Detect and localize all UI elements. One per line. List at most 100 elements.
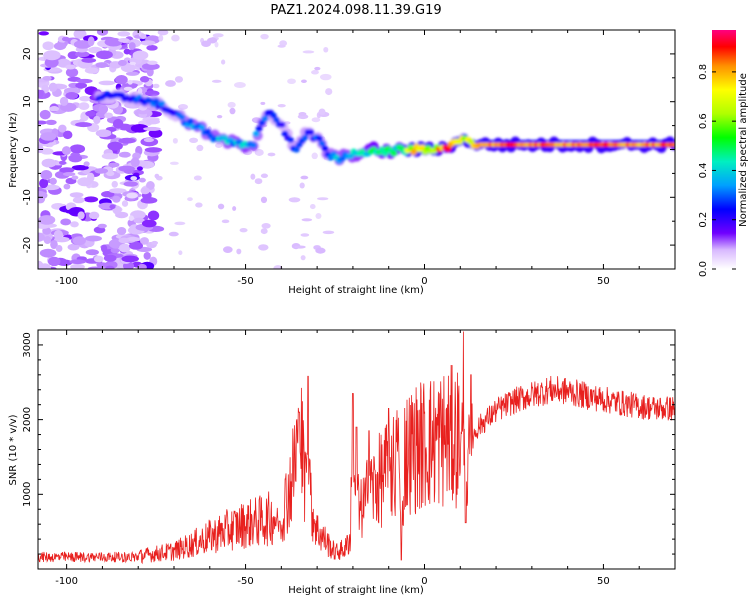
spectrogram-ridge-cell (347, 153, 355, 160)
spectrogram-sideband (628, 139, 637, 142)
spectrogram-sideband (513, 139, 522, 142)
spectrogram-noise-blob (88, 211, 100, 220)
spectrogram-ridge-cell (278, 121, 286, 128)
spectrogram-noise-blob (86, 172, 95, 183)
spectrogram-ridge-cell (272, 116, 280, 123)
spectrogram-noise-blob (325, 88, 333, 96)
spectrogram-noise-blob (96, 262, 108, 268)
spectrogram-noise-blob (76, 78, 93, 84)
spectrogram-noise-blob (123, 181, 139, 187)
spectrogram-noise-blob (93, 115, 101, 125)
spectrogram-noise-blob (140, 40, 156, 46)
spectrogram-noise-blob (315, 213, 322, 220)
spectrogram-sideband (585, 139, 594, 142)
spectrogram-noise-blob (41, 158, 57, 168)
colorbar-tick-label: 0.4 (698, 162, 709, 178)
spectrogram-noise-blob (148, 128, 163, 138)
spectrogram-noise-blob (260, 228, 268, 235)
spectrogram-noise-blob (137, 263, 147, 269)
y-tick-label: 2000 (22, 407, 33, 432)
spectrogram-sideband (492, 139, 501, 142)
spectrogram-noise-blob (174, 76, 184, 83)
spectrogram-noise-blob (147, 210, 160, 221)
snr-panel: -100 -50 0 50 1000 2000 3000 Height of straigh… (8, 329, 676, 596)
spectrogram-noise-blob (53, 229, 64, 240)
y-tick-label: 20 (22, 48, 33, 61)
spectrogram-noise-blob (171, 34, 180, 42)
spectrogram-noise-blob (318, 108, 326, 115)
spectrogram-noise-blob (104, 112, 113, 119)
spectrogram-panel: -100 -50 0 50 20 10 0 -10 -20 Height of straight… (8, 29, 676, 296)
spectrogram-noise-blob (168, 231, 179, 237)
spectrogram-noise-blob (234, 82, 246, 89)
spectrogram-noise-blob (115, 74, 128, 85)
spectrogram-noise-blob (254, 148, 264, 156)
spectrogram-noise-blob (319, 73, 332, 81)
snr-x-axis-label: Height of straight line (km) (288, 585, 424, 596)
spectrogram-noise-blob (121, 255, 139, 263)
colorbar: 0.0 0.2 0.4 0.6 0.8 Normalized spectral ampl… (698, 30, 749, 277)
spectrogram-noise-blob (311, 152, 318, 160)
spectrogram-noise-blob (85, 110, 96, 117)
spectrogram-sideband (542, 139, 551, 142)
spectrogram-ridge-cell (410, 148, 418, 155)
spectrogram-noise-blob (315, 247, 326, 254)
spectrogram-noise-blob (177, 104, 189, 110)
snr-y-axis-label: SNR (10 * v/v) (8, 414, 19, 485)
spectrogram-x-axis-label: Height of straight line (km) (288, 285, 424, 296)
spectrogram-ridge-cell (178, 114, 186, 121)
spectrogram-noise-blob (117, 59, 127, 66)
spectrogram-noise-blob (38, 232, 45, 242)
snr-ticks: -100 -50 0 50 1000 2000 3000 (22, 329, 676, 587)
spectrogram-noise-blob (75, 51, 90, 58)
spectrogram-ridge-cell (390, 150, 398, 157)
spectrogram-noise-blob (39, 178, 49, 189)
spectrogram-noise-blob (85, 235, 103, 242)
spectrogram-sideband (549, 139, 558, 142)
spectrogram-noise-blob (38, 144, 44, 154)
spectrogram-noise-blob (151, 240, 159, 245)
spectrogram-noise-blob (65, 92, 79, 100)
spectrogram-noise-blob (239, 228, 248, 233)
spectrogram-noise-blob (98, 80, 116, 86)
spectrogram-noise-blob (40, 148, 54, 155)
x-tick-label: 0 (421, 576, 427, 587)
spectrogram-noise-blob (260, 101, 266, 105)
colorbar-tick-label: 0.8 (698, 64, 709, 80)
spectrogram-noise-blob (108, 162, 120, 168)
spectrogram-noise-blob (123, 48, 131, 55)
spectrogram-noise-blob (129, 61, 137, 65)
spectrogram-noise-blob (39, 109, 51, 120)
spectrogram-noise-blob (118, 38, 130, 43)
y-tick-label: 3000 (22, 332, 33, 357)
y-tick-label: -20 (22, 237, 33, 253)
spectrogram-noise-blob (49, 177, 57, 185)
spectrogram-noise-blob (118, 151, 131, 158)
spectrogram-sideband (485, 139, 494, 142)
spectrogram-noise-blob (83, 161, 90, 167)
spectrogram-noise-blob (68, 154, 83, 163)
spectrogram-noise-blob (122, 83, 138, 88)
spectrogram-sideband (535, 139, 544, 142)
spectrogram-noise-blob (97, 223, 107, 229)
spectrogram-noise-blob (300, 175, 309, 180)
spectrogram-noise-blob (267, 152, 276, 157)
spectrogram-sideband (614, 139, 623, 142)
spectrogram-noise-blob (71, 165, 89, 171)
spectrogram-ridge-cell (255, 125, 263, 132)
spectrogram-noise-blob (217, 203, 225, 210)
spectrogram-sideband (657, 139, 666, 142)
spectrogram-noise-blob (38, 215, 56, 225)
spectrogram-noise-blob (65, 67, 79, 78)
spectrogram-noise-blob (94, 168, 109, 174)
spectrogram-noise-blob (70, 221, 79, 228)
spectrogram-noise-blob (118, 243, 131, 253)
spectrogram-noise-blob (95, 50, 113, 60)
spectrogram-noise-blob (38, 89, 44, 99)
spectrogram-noise-blob (141, 62, 160, 71)
spectrogram-ridge-cell (158, 100, 166, 107)
spectrogram-sideband (649, 139, 658, 142)
colorbar-tick-label: 0.6 (698, 113, 709, 129)
spectrogram-noise-blob (39, 248, 57, 258)
